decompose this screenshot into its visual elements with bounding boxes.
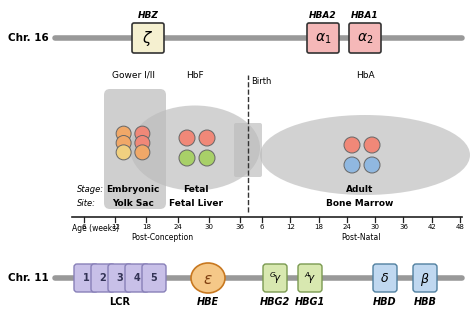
Text: 30: 30 [204, 224, 213, 230]
Text: Stage:: Stage: [77, 184, 104, 194]
Ellipse shape [130, 106, 260, 191]
Text: Site:: Site: [77, 198, 96, 208]
Text: HbF: HbF [186, 71, 204, 80]
Text: ε: ε [204, 271, 212, 286]
Text: Embryonic: Embryonic [106, 184, 160, 194]
Text: 18: 18 [314, 224, 323, 230]
Circle shape [344, 157, 360, 173]
Text: Post-Natal: Post-Natal [341, 233, 381, 242]
Circle shape [199, 150, 215, 166]
FancyBboxPatch shape [91, 264, 115, 292]
Circle shape [199, 130, 215, 146]
Text: 24: 24 [173, 224, 182, 230]
Text: Fetal Liver: Fetal Liver [169, 198, 223, 208]
FancyBboxPatch shape [142, 264, 166, 292]
Text: $\zeta$: $\zeta$ [142, 29, 153, 48]
Text: $\delta$: $\delta$ [380, 272, 390, 285]
Text: HbA: HbA [356, 71, 374, 80]
Text: 3: 3 [117, 273, 124, 283]
Text: Yolk Sac: Yolk Sac [112, 198, 154, 208]
FancyBboxPatch shape [349, 23, 381, 53]
FancyBboxPatch shape [307, 23, 339, 53]
Circle shape [364, 137, 380, 153]
Text: 42: 42 [428, 224, 436, 230]
Text: Chr. 16: Chr. 16 [8, 33, 49, 43]
Text: $\alpha_2$: $\alpha_2$ [357, 32, 373, 46]
Text: HBZ: HBZ [138, 11, 159, 20]
Text: Age (weeks): Age (weeks) [72, 224, 119, 233]
Text: HBE: HBE [197, 297, 219, 307]
Text: 24: 24 [342, 224, 351, 230]
Text: 48: 48 [456, 224, 465, 230]
Text: $\beta$: $\beta$ [420, 270, 430, 287]
Ellipse shape [260, 115, 470, 195]
Text: 4: 4 [133, 273, 141, 283]
Text: HBG1: HBG1 [295, 297, 325, 307]
FancyBboxPatch shape [74, 264, 98, 292]
Text: HBA2: HBA2 [309, 11, 337, 20]
Text: Post-Conception: Post-Conception [131, 233, 193, 242]
FancyBboxPatch shape [132, 23, 164, 53]
Text: 5: 5 [151, 273, 157, 283]
Circle shape [116, 135, 131, 150]
Circle shape [179, 130, 195, 146]
FancyBboxPatch shape [413, 264, 437, 292]
Text: HBD: HBD [373, 297, 397, 307]
Text: $\alpha_1$: $\alpha_1$ [315, 32, 331, 46]
Text: Bone Marrow: Bone Marrow [326, 198, 394, 208]
Circle shape [135, 135, 150, 150]
FancyBboxPatch shape [263, 264, 287, 292]
Circle shape [116, 126, 131, 141]
FancyBboxPatch shape [125, 264, 149, 292]
Circle shape [135, 126, 150, 141]
Text: 6: 6 [260, 224, 264, 230]
Text: $^G\!\gamma$: $^G\!\gamma$ [268, 270, 282, 286]
Text: Chr. 11: Chr. 11 [8, 273, 49, 283]
Text: 30: 30 [370, 224, 380, 230]
Text: Birth: Birth [251, 77, 271, 86]
Text: Fetal: Fetal [183, 184, 209, 194]
Text: 1: 1 [83, 273, 89, 283]
Text: HBA1: HBA1 [351, 11, 379, 20]
Text: 18: 18 [142, 224, 151, 230]
Text: HBB: HBB [414, 297, 437, 307]
Text: LCR: LCR [110, 297, 131, 307]
Circle shape [344, 137, 360, 153]
FancyBboxPatch shape [104, 89, 166, 209]
FancyBboxPatch shape [298, 264, 322, 292]
Text: Gower I/II: Gower I/II [112, 71, 154, 80]
FancyBboxPatch shape [108, 264, 132, 292]
Text: 12: 12 [286, 224, 294, 230]
Text: 12: 12 [111, 224, 120, 230]
Text: Adult: Adult [346, 184, 374, 194]
Circle shape [116, 145, 131, 160]
Text: $^A\!\gamma$: $^A\!\gamma$ [304, 270, 316, 286]
Circle shape [179, 150, 195, 166]
Text: 36: 36 [399, 224, 408, 230]
Circle shape [364, 157, 380, 173]
Circle shape [135, 145, 150, 160]
Text: HBG2: HBG2 [260, 297, 290, 307]
Text: 2: 2 [100, 273, 106, 283]
FancyBboxPatch shape [373, 264, 397, 292]
Text: 36: 36 [236, 224, 245, 230]
Ellipse shape [191, 263, 225, 293]
Text: 6: 6 [82, 224, 86, 230]
FancyBboxPatch shape [234, 123, 262, 177]
